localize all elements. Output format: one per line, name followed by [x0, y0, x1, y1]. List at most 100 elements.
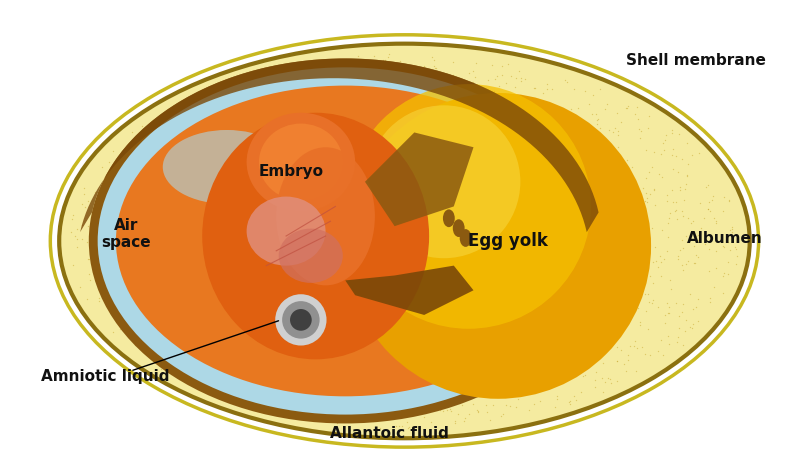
- Point: [445, 212, 458, 219]
- Point: [498, 316, 510, 323]
- Point: [93, 297, 106, 305]
- Point: [238, 365, 251, 372]
- Point: [356, 390, 369, 398]
- Point: [538, 123, 550, 131]
- Point: [455, 185, 468, 192]
- Point: [470, 193, 483, 201]
- Point: [382, 50, 395, 58]
- Point: [702, 268, 715, 275]
- Point: [568, 85, 581, 93]
- Point: [258, 211, 270, 218]
- Point: [673, 130, 686, 138]
- Point: [444, 100, 457, 108]
- Point: [722, 197, 735, 204]
- Point: [414, 389, 427, 397]
- Point: [66, 216, 78, 223]
- Point: [222, 283, 234, 290]
- Point: [278, 334, 291, 341]
- Point: [175, 298, 188, 306]
- Point: [391, 228, 404, 236]
- Point: [443, 156, 456, 164]
- Point: [193, 120, 206, 128]
- Point: [396, 229, 409, 237]
- Point: [586, 91, 599, 99]
- Point: [562, 311, 575, 318]
- Point: [522, 229, 535, 237]
- Point: [172, 251, 185, 258]
- Point: [393, 296, 406, 304]
- Point: [506, 380, 518, 388]
- Point: [297, 381, 310, 388]
- Point: [254, 328, 266, 336]
- Point: [106, 275, 119, 283]
- Point: [462, 287, 475, 294]
- Point: [310, 208, 322, 216]
- Point: [405, 242, 418, 249]
- Point: [554, 376, 566, 383]
- Point: [318, 357, 330, 365]
- Point: [582, 100, 595, 108]
- Point: [222, 270, 235, 278]
- Point: [444, 289, 457, 297]
- Point: [596, 220, 609, 228]
- Point: [169, 145, 182, 152]
- Point: [550, 352, 563, 359]
- Point: [686, 217, 699, 225]
- Point: [337, 80, 350, 88]
- Point: [686, 306, 699, 313]
- Point: [558, 177, 571, 185]
- Point: [244, 355, 257, 362]
- Point: [674, 247, 686, 254]
- Point: [392, 331, 405, 338]
- Point: [152, 220, 165, 228]
- Point: [499, 124, 512, 132]
- Point: [412, 322, 425, 329]
- Point: [394, 226, 407, 233]
- Point: [200, 239, 213, 247]
- Point: [378, 253, 391, 260]
- Point: [534, 241, 547, 248]
- Point: [471, 275, 484, 283]
- Point: [422, 273, 434, 281]
- Point: [652, 264, 665, 271]
- Point: [492, 267, 505, 274]
- Point: [254, 114, 266, 121]
- Point: [156, 262, 169, 269]
- Point: [288, 63, 301, 70]
- Point: [232, 255, 245, 263]
- Text: Amniotic liquid: Amniotic liquid: [42, 368, 170, 384]
- Point: [451, 278, 464, 285]
- Point: [125, 176, 138, 183]
- Point: [702, 245, 715, 253]
- Point: [481, 408, 494, 416]
- Point: [193, 374, 206, 382]
- Point: [131, 332, 144, 339]
- Point: [146, 188, 159, 196]
- Point: [326, 241, 339, 248]
- Point: [373, 372, 386, 379]
- Point: [559, 136, 572, 144]
- Point: [541, 85, 554, 93]
- Point: [270, 398, 282, 406]
- Point: [179, 283, 192, 290]
- Point: [541, 327, 554, 335]
- Point: [301, 323, 314, 330]
- Point: [278, 172, 290, 179]
- Point: [386, 95, 398, 102]
- Point: [518, 273, 531, 281]
- Point: [322, 306, 334, 314]
- Point: [529, 307, 542, 315]
- Point: [528, 305, 541, 313]
- Point: [94, 199, 106, 207]
- Point: [702, 205, 714, 213]
- Point: [690, 303, 702, 311]
- Point: [272, 305, 285, 313]
- Point: [258, 77, 271, 84]
- Point: [547, 197, 560, 204]
- Point: [222, 235, 235, 243]
- Point: [146, 242, 158, 250]
- Point: [353, 198, 366, 206]
- Point: [183, 328, 196, 336]
- Point: [105, 196, 118, 204]
- Point: [444, 324, 457, 331]
